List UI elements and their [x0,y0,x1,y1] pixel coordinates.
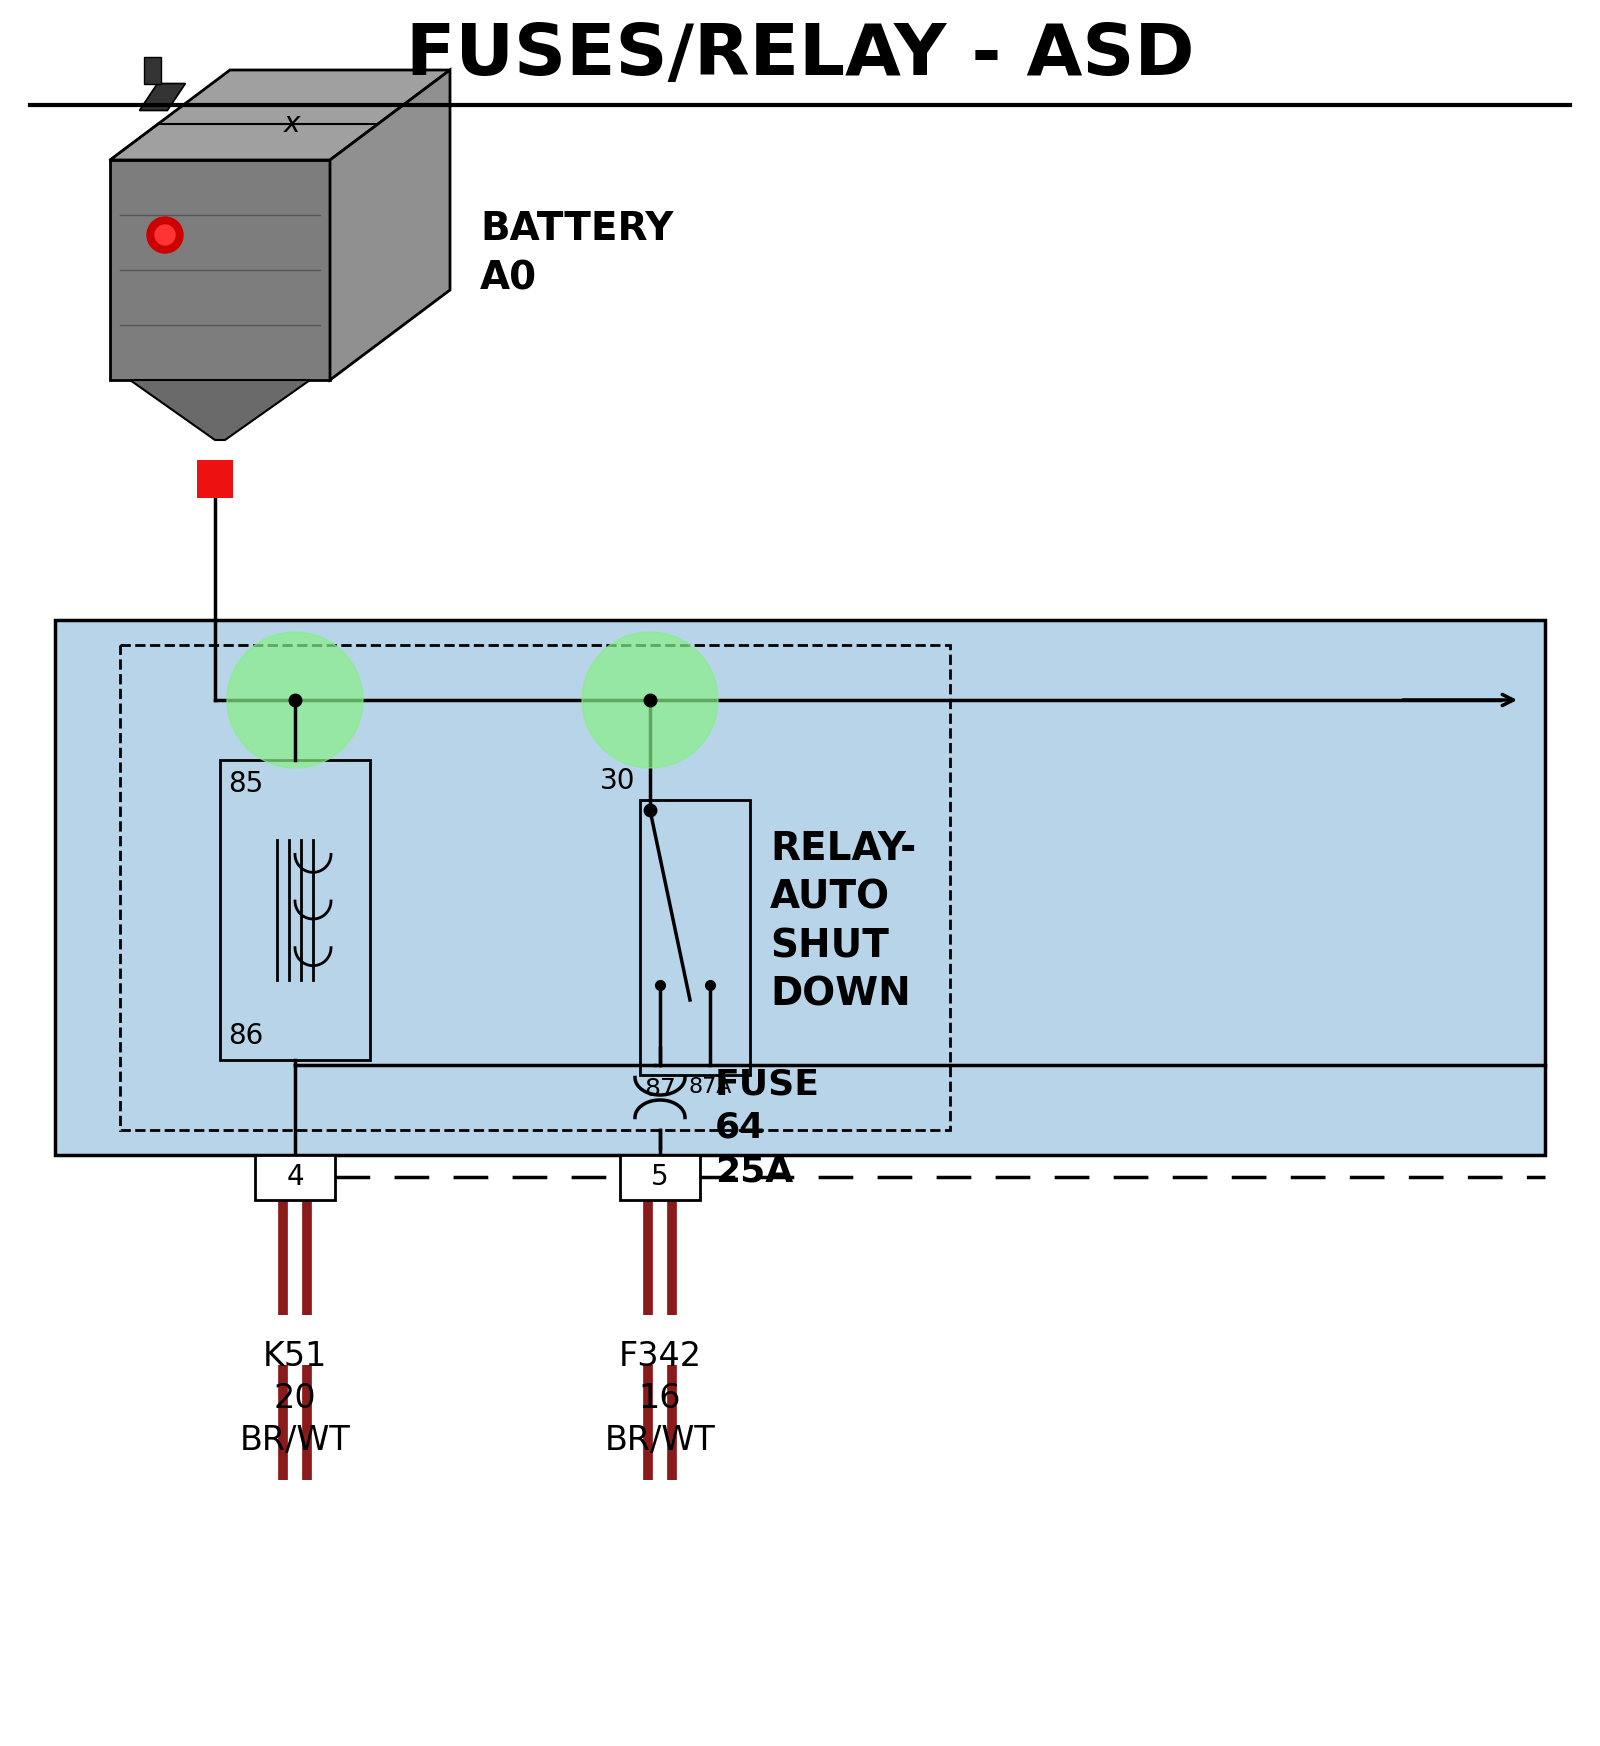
Text: 4: 4 [286,1163,304,1191]
Text: 5: 5 [651,1163,669,1191]
Polygon shape [110,161,330,381]
Text: 87A: 87A [688,1077,731,1096]
FancyBboxPatch shape [54,620,1546,1156]
Text: RELAY-
AUTO
SHUT
DOWN: RELAY- AUTO SHUT DOWN [770,829,917,1013]
Text: BATTERY
A0: BATTERY A0 [480,210,674,299]
Circle shape [227,632,363,768]
FancyBboxPatch shape [197,459,234,498]
Circle shape [155,225,174,244]
FancyBboxPatch shape [621,1156,701,1200]
Polygon shape [144,56,162,84]
Text: 87: 87 [645,1077,675,1102]
Text: K51
20
BR/WT: K51 20 BR/WT [240,1339,350,1458]
Text: FUSES/RELAY - ASD: FUSES/RELAY - ASD [406,21,1194,89]
Text: 86: 86 [229,1021,264,1049]
Polygon shape [139,84,186,110]
Polygon shape [110,70,450,161]
FancyBboxPatch shape [254,1156,334,1200]
Polygon shape [330,70,450,381]
Circle shape [582,632,718,768]
Text: F342
16
BR/WT: F342 16 BR/WT [605,1339,715,1458]
Text: 30: 30 [600,766,635,794]
Circle shape [147,217,182,253]
Text: 85: 85 [229,770,264,798]
Polygon shape [130,381,310,440]
Text: x: x [283,110,301,138]
Text: FUSE
64
25A: FUSE 64 25A [715,1067,819,1189]
